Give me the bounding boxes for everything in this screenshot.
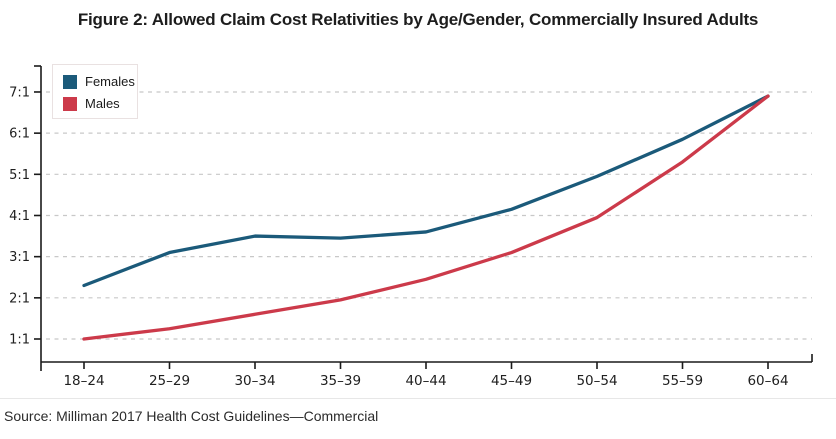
x-tick-label: 45–49 (491, 373, 532, 389)
x-tick-label: 50–54 (576, 373, 617, 389)
y-tick-label: 7:1 (9, 85, 30, 100)
x-tick-label: 18–24 (63, 373, 104, 389)
y-tick-label: 5:1 (9, 168, 30, 183)
y-tick-label: 4:1 (9, 209, 30, 224)
males-swatch-icon (63, 96, 77, 111)
x-tick-label: 30–34 (234, 373, 275, 389)
y-tick-label: 6:1 (9, 127, 30, 142)
line-chart: 1:1 2:1 3:1 4:1 5:1 6:1 7:1 18–24 25–29 30–34 35–3… (9, 65, 813, 389)
x-tick-label: 60–64 (747, 373, 788, 389)
legend: Females Males (52, 64, 138, 119)
legend-label-males: Males (85, 96, 120, 111)
legend-label-females: Females (85, 74, 135, 89)
legend-item-males: Males (63, 96, 137, 111)
source-divider (0, 398, 836, 399)
x-tick-label: 25–29 (149, 373, 190, 389)
source-note: Source: Milliman 2017 Health Cost Guidel… (4, 408, 379, 424)
y-tick-label: 2:1 (9, 291, 30, 306)
y-tick-label: 1:1 (9, 333, 30, 348)
figure-title: Figure 2: Allowed Claim Cost Relativitie… (77, 10, 759, 29)
x-tick-label: 40–44 (405, 373, 446, 389)
females-swatch-icon (63, 74, 77, 89)
legend-item-females: Females (63, 74, 137, 89)
x-tick-label: 35–39 (320, 373, 361, 389)
x-tick-label: 55–59 (662, 373, 703, 389)
y-tick-label: 3:1 (9, 250, 30, 265)
series-line-males (82, 94, 770, 341)
series-line-females (82, 94, 770, 288)
